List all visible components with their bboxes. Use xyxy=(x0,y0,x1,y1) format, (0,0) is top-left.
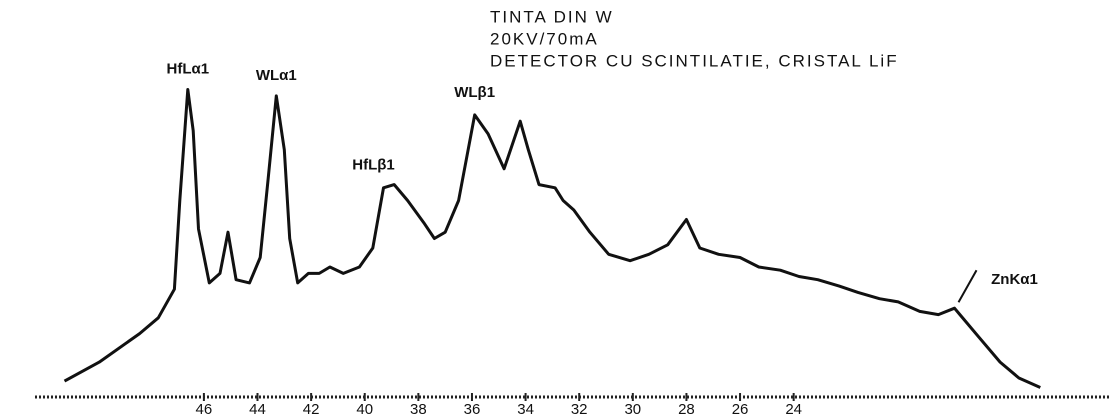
x-tick-label: 40 xyxy=(356,401,373,418)
x-tick-label: 32 xyxy=(571,401,588,418)
x-tick-label: 38 xyxy=(410,401,427,418)
x-tick-label: 44 xyxy=(249,401,266,418)
spectrum-line xyxy=(63,88,1041,389)
peak-label: HfLα1 xyxy=(167,60,210,77)
title-line: DETECTOR CU SCINTILATIE, CRISTAL LiF xyxy=(490,51,899,70)
peak-label: WLα1 xyxy=(256,67,297,84)
x-tick-label: 34 xyxy=(517,401,534,418)
x-tick-label: 46 xyxy=(196,401,213,418)
title-line: TINTA DIN W xyxy=(490,7,614,26)
title-line: 20KV/70mA xyxy=(490,29,599,48)
x-tick-label: 26 xyxy=(732,401,749,418)
x-tick-label: 24 xyxy=(785,401,802,418)
x-tick-label: 36 xyxy=(464,401,481,418)
x-tick-label: 42 xyxy=(303,401,320,418)
peak-label: WLβ1 xyxy=(454,84,495,101)
peak-label: ZnKα1 xyxy=(991,271,1038,288)
x-tick-label: 30 xyxy=(624,401,641,418)
peak-arrow xyxy=(957,269,978,303)
x-tick-label: 28 xyxy=(678,401,695,418)
peak-label: HfLβ1 xyxy=(352,157,395,174)
